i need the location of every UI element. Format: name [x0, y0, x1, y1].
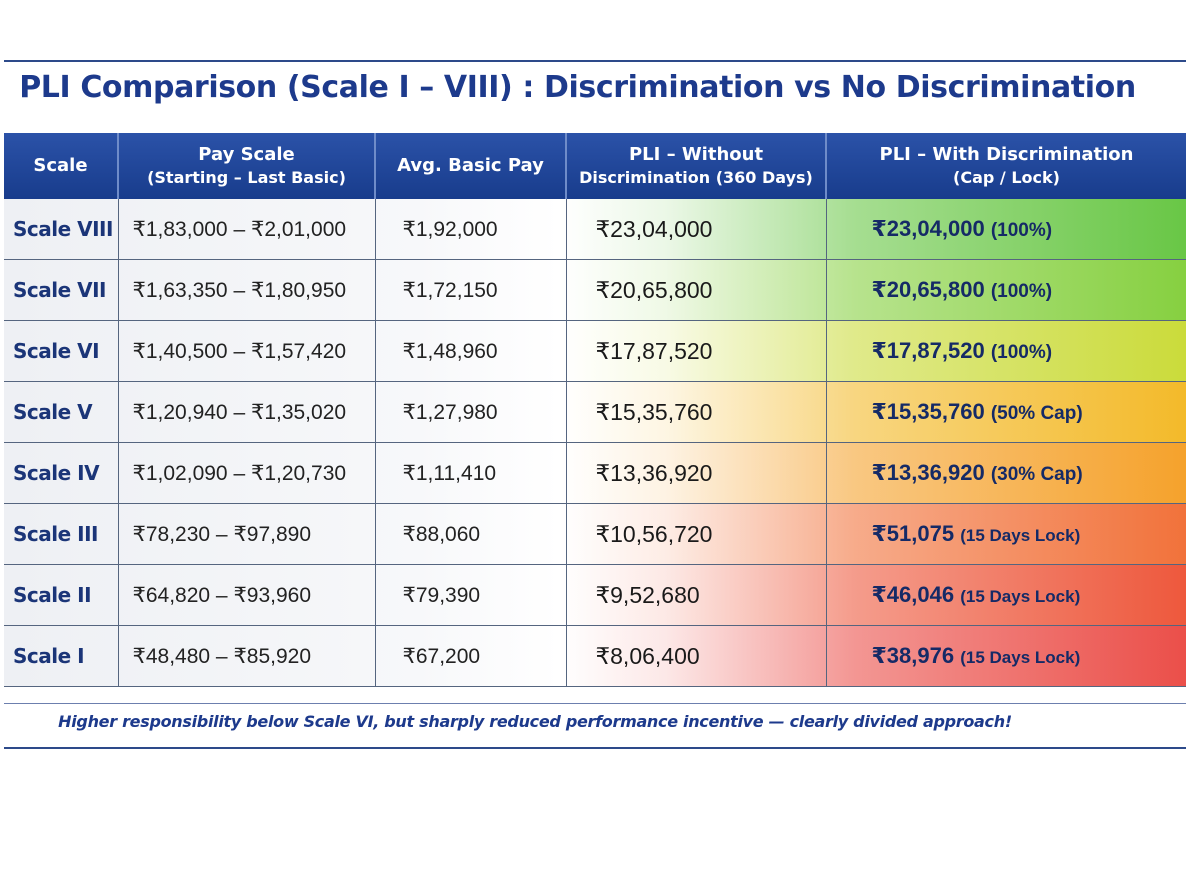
table-row: Scale VII ₹1,63,350 – ₹1,80,950 ₹1,72,150 ₹… [4, 259, 1186, 321]
pay-scale-cell: ₹1,20,940 – ₹1,35,020 [118, 381, 376, 443]
table-row: Scale VIII ₹1,83,000 – ₹2,01,000 ₹1,92,000… [4, 199, 1186, 260]
header-pay-scale-sub: (Starting – Last Basic) [147, 168, 346, 188]
table-row: Scale I ₹48,480 – ₹85,920 ₹67,200 ₹8,06,400… [4, 625, 1186, 687]
pli-with-note: (15 Days Lock) [960, 526, 1081, 545]
pli-with-cell: ₹23,04,000 (100%) [826, 199, 1186, 260]
pli-with-amount: ₹13,36,920 [871, 460, 985, 485]
pay-scale-cell: ₹78,230 – ₹97,890 [118, 503, 376, 565]
pli-with-note: (50% Cap) [990, 403, 1083, 424]
pli-with-cell: ₹17,87,520 (100%) [826, 320, 1186, 382]
scale-cell: Scale II [4, 564, 119, 626]
pay-scale-cell: ₹1,63,350 – ₹1,80,950 [118, 259, 376, 321]
pli-with-note: (100%) [990, 281, 1053, 302]
avg-basic-cell: ₹79,390 [375, 564, 567, 626]
pli-with-cell: ₹20,65,800 (100%) [826, 259, 1186, 321]
pli-with-cell: ₹46,046 (15 Days Lock) [826, 564, 1186, 626]
pli-without-cell: ₹20,65,800 [566, 259, 827, 321]
scale-cell: Scale VII [4, 259, 119, 321]
table-row: Scale V ₹1,20,940 – ₹1,35,020 ₹1,27,980 ₹15… [4, 381, 1186, 443]
header-avg-basic-label: Avg. Basic Pay [397, 155, 544, 177]
pli-with-amount: ₹38,976 [871, 643, 955, 668]
header-pli-with-l1: PLI – With Discrimination [879, 144, 1134, 166]
avg-basic-cell: ₹1,27,980 [375, 381, 567, 443]
pli-with-amount: ₹15,35,760 [871, 399, 985, 424]
footer-note: Higher responsibility below Scale VI, bu… [58, 712, 1012, 731]
header-pli-without: PLI – Without Discrimination (360 Days) [566, 133, 827, 199]
pli-with-amount: ₹23,04,000 [871, 216, 985, 241]
pay-scale-cell: ₹64,820 – ₹93,960 [118, 564, 376, 626]
footer-top-rule [4, 703, 1186, 704]
pli-with-amount: ₹20,65,800 [871, 277, 985, 302]
table-row: Scale VI ₹1,40,500 – ₹1,57,420 ₹1,48,960 ₹1… [4, 320, 1186, 382]
table-header-row: Scale Pay Scale (Starting – Last Basic) … [4, 133, 1186, 199]
pli-with-cell: ₹51,075 (15 Days Lock) [826, 503, 1186, 565]
pli-without-cell: ₹10,56,720 [566, 503, 827, 565]
header-pli-without-l1: PLI – Without [628, 144, 764, 166]
table-row: Scale III ₹78,230 – ₹97,890 ₹88,060 ₹10,56,… [4, 503, 1186, 565]
pli-with-amount: ₹46,046 [871, 582, 955, 607]
pli-with-note: (15 Days Lock) [960, 648, 1081, 667]
top-rule [4, 60, 1186, 62]
avg-basic-cell: ₹88,060 [375, 503, 567, 565]
pay-scale-cell: ₹1,83,000 – ₹2,01,000 [118, 199, 376, 260]
pli-without-cell: ₹23,04,000 [566, 199, 827, 260]
header-pay-scale: Pay Scale (Starting – Last Basic) [118, 133, 376, 199]
header-avg-basic: Avg. Basic Pay [375, 133, 567, 199]
header-pli-with: PLI – With Discrimination (Cap / Lock) [826, 133, 1186, 199]
scale-cell: Scale V [4, 381, 119, 443]
pli-with-note: (100%) [990, 342, 1053, 363]
header-scale-label: Scale [33, 155, 88, 177]
avg-basic-cell: ₹1,48,960 [375, 320, 567, 382]
avg-basic-cell: ₹1,11,410 [375, 442, 567, 504]
pay-scale-cell: ₹1,40,500 – ₹1,57,420 [118, 320, 376, 382]
avg-basic-cell: ₹1,92,000 [375, 199, 567, 260]
avg-basic-cell: ₹1,72,150 [375, 259, 567, 321]
header-pay-scale-label: Pay Scale [198, 144, 295, 166]
pli-with-note: (30% Cap) [990, 464, 1083, 485]
scale-cell: Scale VIII [4, 199, 119, 260]
pay-scale-cell: ₹1,02,090 – ₹1,20,730 [118, 442, 376, 504]
pli-with-amount: ₹17,87,520 [871, 338, 985, 363]
scale-cell: Scale IV [4, 442, 119, 504]
pli-without-cell: ₹9,52,680 [566, 564, 827, 626]
pli-without-cell: ₹13,36,920 [566, 442, 827, 504]
pli-without-cell: ₹17,87,520 [566, 320, 827, 382]
table-row: Scale II ₹64,820 – ₹93,960 ₹79,390 ₹9,52,68… [4, 564, 1186, 626]
header-pli-without-l2: Discrimination (360 Days) [579, 168, 813, 188]
header-pli-with-l2: (Cap / Lock) [953, 168, 1060, 188]
header-scale: Scale [4, 133, 119, 199]
scale-cell: Scale I [4, 625, 119, 687]
pli-without-cell: ₹8,06,400 [566, 625, 827, 687]
table-row: Scale IV ₹1,02,090 – ₹1,20,730 ₹1,11,410 ₹1… [4, 442, 1186, 504]
footer-bottom-rule [4, 747, 1186, 749]
avg-basic-cell: ₹67,200 [375, 625, 567, 687]
pli-with-cell: ₹13,36,920 (30% Cap) [826, 442, 1186, 504]
table-body: Scale VIII ₹1,83,000 – ₹2,01,000 ₹1,92,000… [4, 199, 1186, 687]
pay-scale-cell: ₹48,480 – ₹85,920 [118, 625, 376, 687]
pli-with-note: (100%) [990, 220, 1053, 241]
pli-without-cell: ₹15,35,760 [566, 381, 827, 443]
scale-cell: Scale VI [4, 320, 119, 382]
page-title: PLI Comparison (Scale I – VIII) : Discri… [19, 70, 1136, 105]
scale-cell: Scale III [4, 503, 119, 565]
pli-with-cell: ₹15,35,760 (50% Cap) [826, 381, 1186, 443]
pli-comparison-table: Scale Pay Scale (Starting – Last Basic) … [4, 133, 1186, 687]
pli-with-note: (15 Days Lock) [960, 587, 1081, 606]
pli-with-cell: ₹38,976 (15 Days Lock) [826, 625, 1186, 687]
pli-with-amount: ₹51,075 [871, 521, 955, 546]
